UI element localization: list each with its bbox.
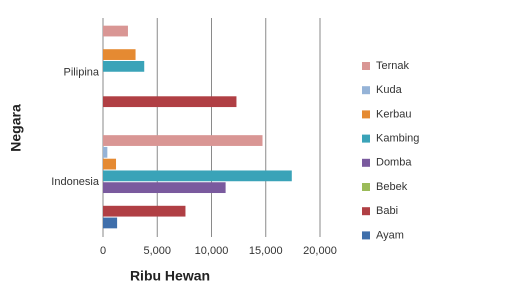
y-tick-label: Pilipina [64,67,100,79]
y-axis-title: Negara [8,104,24,152]
x-axis-title: Ribu Hewan [130,268,210,284]
legend-swatch [362,135,370,143]
legend-label: Bebek [376,181,408,193]
chart: Ribu Hewan Negara 0 5,000 10,000 15,000 20,0… [0,0,528,289]
legend-swatch [362,159,370,167]
legend-label: Kuda [376,84,403,96]
bar [103,135,262,146]
x-tick-label: 0 [100,245,106,257]
bar [103,26,128,37]
x-tick-label: 10,000 [195,245,229,257]
bar [103,206,185,217]
bar [103,182,226,193]
bar [103,49,136,60]
legend-swatch [362,110,370,118]
bar [103,96,236,107]
x-tick-label: 15,000 [249,245,283,257]
legend-label: Ternak [376,60,410,72]
legend-swatch [362,62,370,70]
legend-label: Kambing [376,133,419,145]
x-tick-label: 20,000 [303,245,337,257]
legend-label: Babi [376,205,398,217]
legend-label: Kerbau [376,108,411,120]
legend-label: Domba [376,157,412,169]
legend-label: Ayam [376,229,404,241]
legend-swatch [362,207,370,215]
bar [103,218,117,229]
bar [103,170,292,181]
bar [103,147,107,158]
bar [103,61,144,72]
legend-swatch [362,86,370,94]
y-tick-label: Indonesia [51,176,100,188]
bar [103,159,116,170]
legend-swatch [362,183,370,191]
x-tick-label: 5,000 [143,245,171,257]
legend-swatch [362,231,370,239]
